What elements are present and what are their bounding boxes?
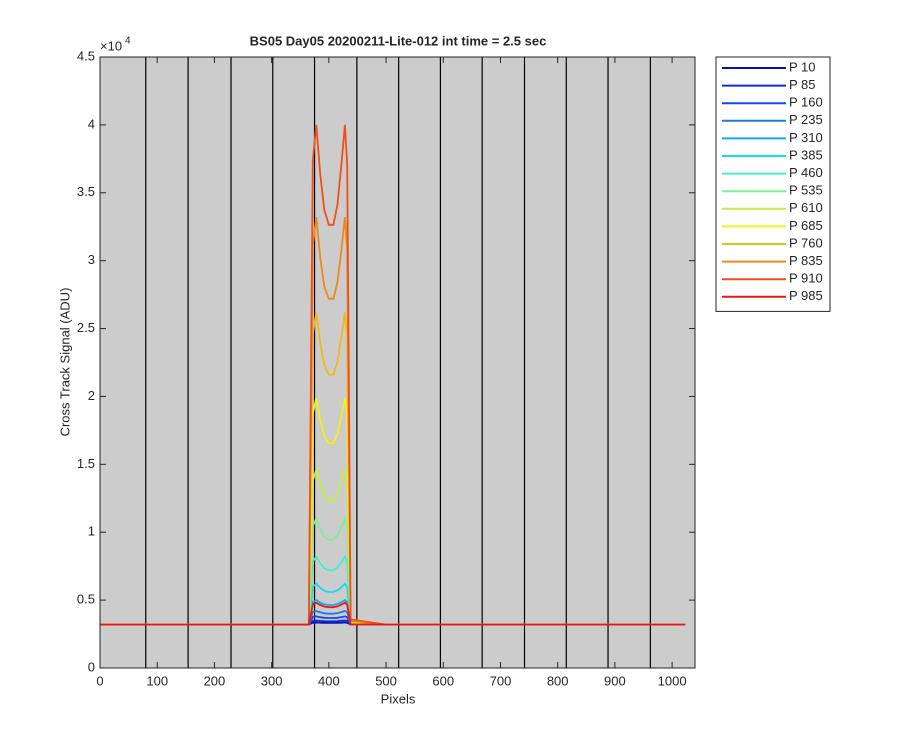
plot-frame <box>99 56 696 669</box>
legend-label: P 985 <box>789 288 823 303</box>
y-tick-label: 1.5 <box>77 456 95 471</box>
y-tick-label: 2 <box>88 388 95 403</box>
legend-label: P 835 <box>789 253 823 268</box>
x-tick-label: 400 <box>318 673 340 688</box>
legend-label: P 85 <box>789 77 816 92</box>
x-tick-label: 1000 <box>658 673 687 688</box>
legend: P 10 P 85 P 160 P 235 P 310 P 385 P 460 P 535 P … <box>715 56 831 312</box>
x-tick-label: 300 <box>261 673 283 688</box>
legend-label: P 760 <box>789 235 823 250</box>
legend-label: P 685 <box>789 218 823 233</box>
plot-background <box>100 57 695 668</box>
x-axis-label: Pixels <box>381 691 416 706</box>
y-tick-label: 3.5 <box>77 184 95 199</box>
legend-label: P 910 <box>789 271 823 286</box>
x-tick-label: 0 <box>96 673 103 688</box>
legend-label: P 610 <box>789 200 823 215</box>
y-tick-label: 2.5 <box>77 320 95 335</box>
x-tick-label: 500 <box>375 673 397 688</box>
x-tick-label: 700 <box>490 673 512 688</box>
y-multiplier-base: ×10 <box>100 38 122 53</box>
y-multiplier-power: 4 <box>125 36 131 47</box>
legend-label: P 160 <box>789 95 823 110</box>
x-tick-label: 900 <box>604 673 626 688</box>
y-tick-label: 4 <box>88 116 95 131</box>
y-tick-label: 1 <box>88 524 95 539</box>
y-tick-label: 0.5 <box>77 592 95 607</box>
y-tick-label: 4.5 <box>77 48 95 63</box>
y-axis-label: Cross Track Signal (ADU) <box>57 288 72 437</box>
series-line <box>100 601 686 626</box>
x-tick-label: 600 <box>432 673 454 688</box>
legend-label: P 310 <box>789 130 823 145</box>
y-tick-label: 3 <box>88 252 95 267</box>
x-tick-label: 200 <box>204 673 226 688</box>
legend-label: P 10 <box>789 59 816 74</box>
x-tick-label: 100 <box>146 673 168 688</box>
legend-label: P 535 <box>789 183 823 198</box>
legend-box <box>715 56 831 312</box>
legend-label: P 235 <box>789 112 823 127</box>
x-tick-label: 800 <box>547 673 569 688</box>
legend-label: P 385 <box>789 147 823 162</box>
legend-label: P 460 <box>789 165 823 180</box>
chart-title: BS05 Day05 20200211-Lite-012 int time = … <box>250 33 547 48</box>
y-tick-label: 0 <box>88 659 95 674</box>
